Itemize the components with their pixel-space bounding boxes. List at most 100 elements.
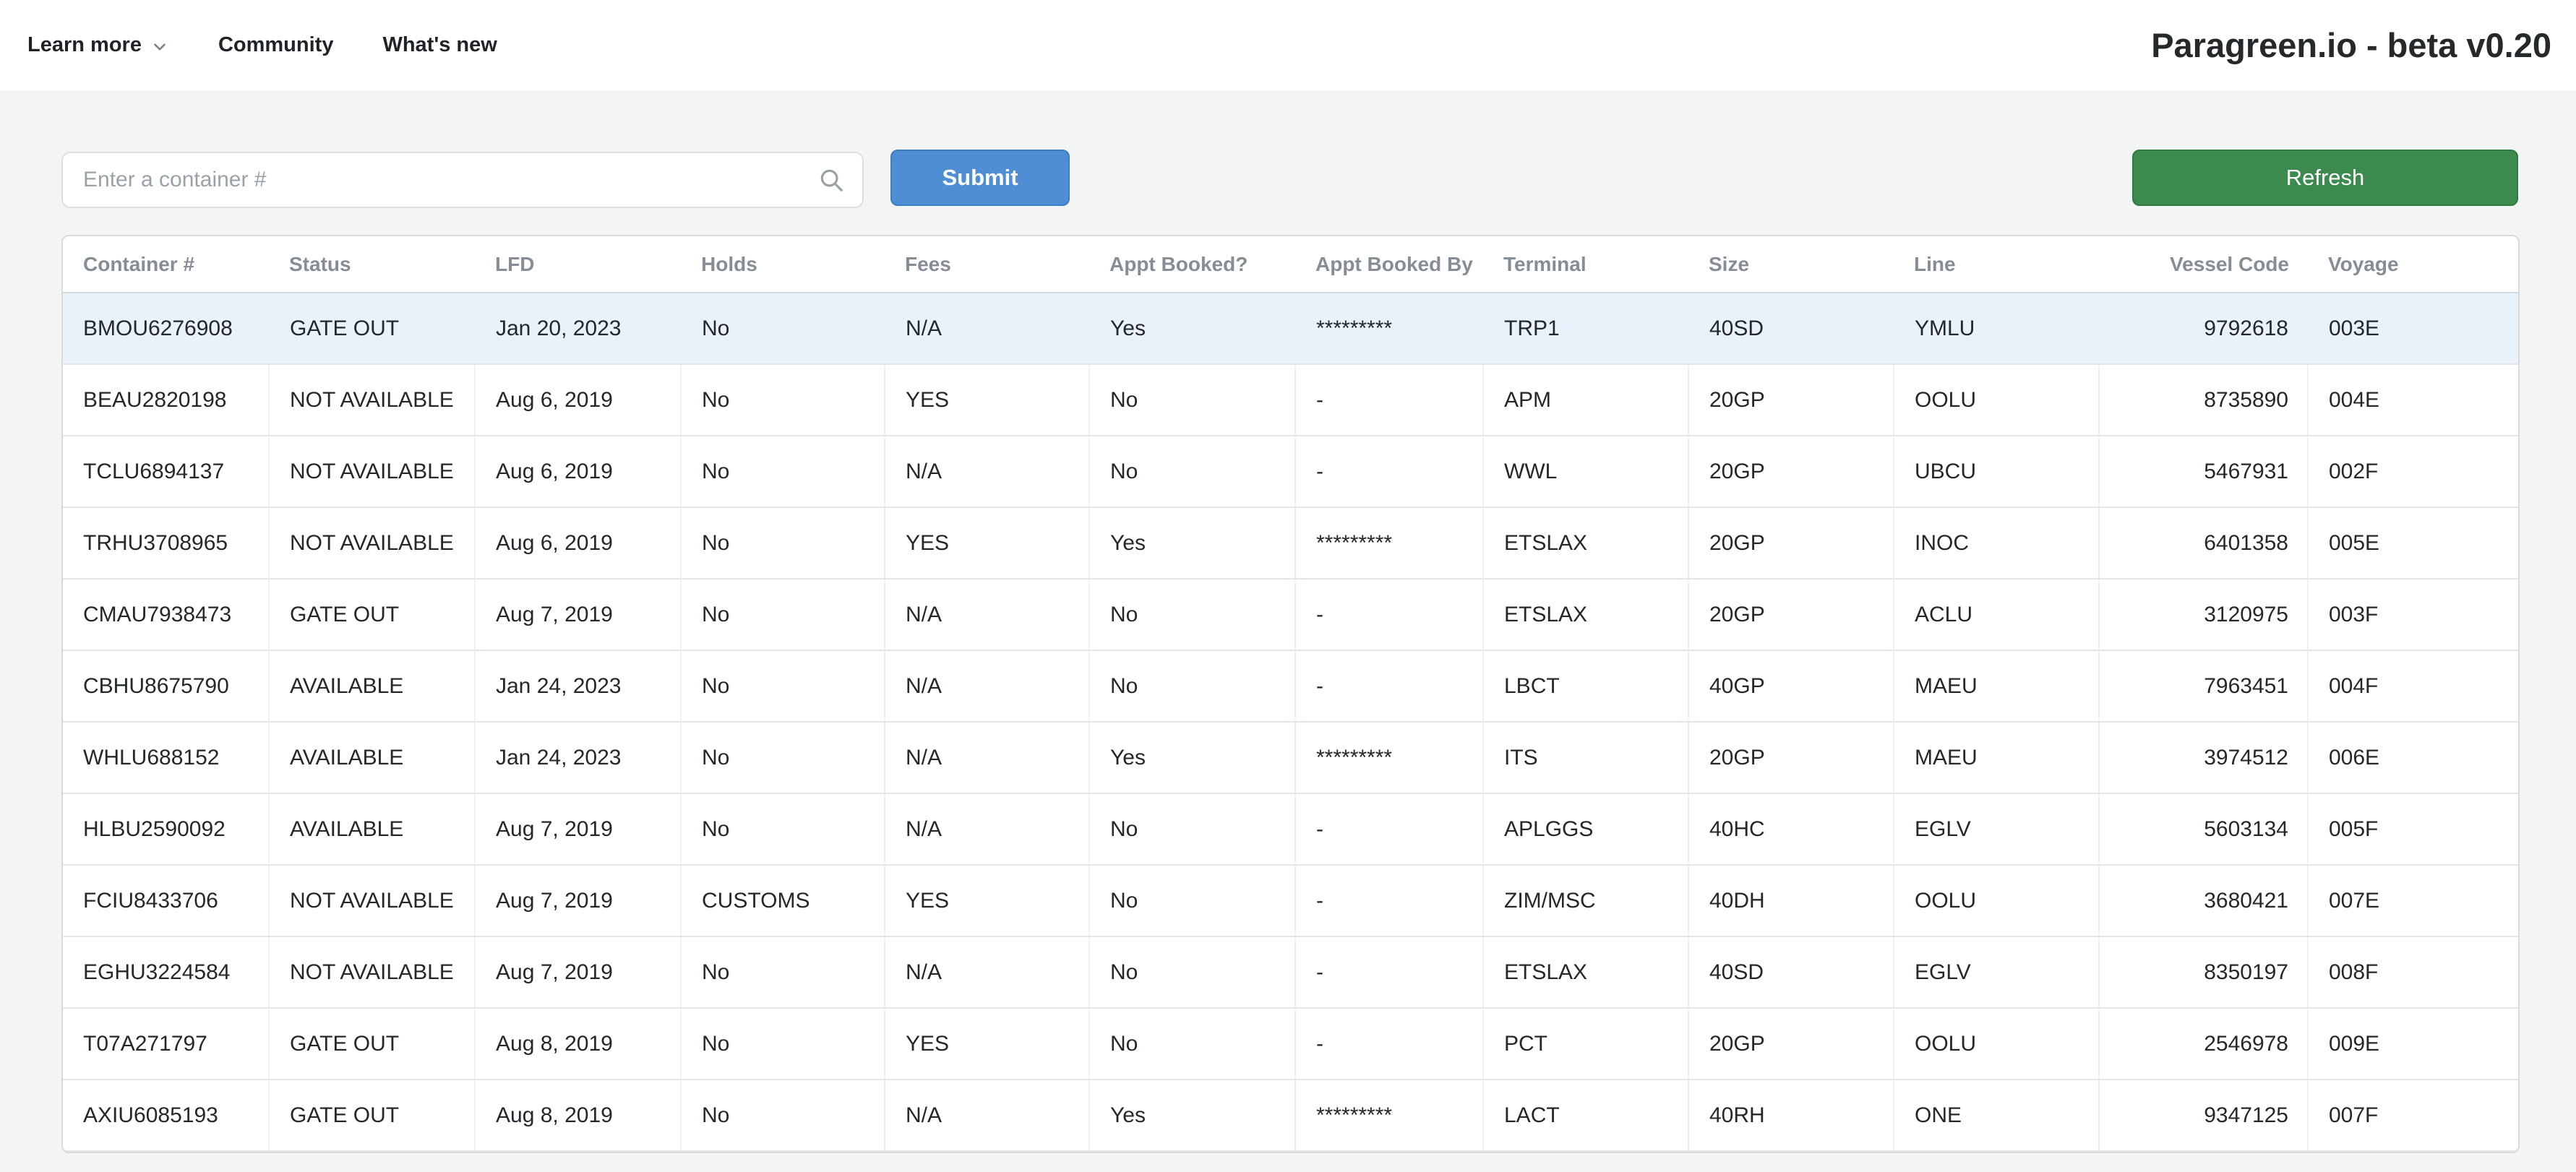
cell-appt-booked: Yes: [1089, 507, 1296, 579]
cell-container: HLBU2590092: [63, 793, 270, 866]
cell-container: CBHU8675790: [63, 650, 270, 723]
cell-appt-booked: Yes: [1089, 293, 1296, 365]
table-row[interactable]: EGHU3224584 NOT AVAILABLE Aug 7, 2019 No N/A…: [63, 936, 2518, 1009]
cell-size: 40GP: [1688, 650, 1894, 723]
cell-fees: N/A: [885, 793, 1090, 866]
cell-appt-booked: No: [1089, 936, 1296, 1009]
cell-appt-booked-by: *********: [1295, 1080, 1484, 1152]
cell-status: NOT AVAILABLE: [269, 936, 476, 1009]
cell-size: 20GP: [1688, 364, 1894, 436]
refresh-button[interactable]: Refresh: [2132, 150, 2518, 206]
cell-appt-booked-by: *********: [1295, 293, 1484, 365]
cell-fees: N/A: [885, 722, 1090, 794]
cell-line: OOLU: [1894, 865, 2100, 937]
cell-fees: N/A: [885, 293, 1090, 365]
top-navigation-bar: Learn more Community What's new Paragreen.…: [0, 0, 2576, 90]
cell-fees: N/A: [885, 579, 1090, 651]
cell-terminal: LBCT: [1483, 650, 1689, 723]
container-search-input[interactable]: [61, 152, 864, 208]
cell-holds: No: [681, 579, 885, 651]
cell-appt-booked-by: *********: [1295, 507, 1484, 579]
cell-lfd: Aug 6, 2019: [475, 364, 682, 436]
cell-appt-booked: Yes: [1089, 722, 1296, 794]
controls-row: Submit Refresh: [0, 90, 2576, 235]
cell-size: 40DH: [1688, 865, 1894, 937]
cell-status: GATE OUT: [269, 293, 476, 365]
cell-status: AVAILABLE: [269, 722, 476, 794]
nav-item-label: What's new: [382, 33, 497, 56]
cell-holds: No: [681, 436, 885, 508]
cell-terminal: ITS: [1483, 722, 1689, 794]
cell-appt-booked-by: -: [1295, 1008, 1484, 1080]
cell-holds: No: [681, 507, 885, 579]
cell-voyage: 007F: [2308, 1080, 2518, 1152]
cell-voyage: 009E: [2308, 1008, 2518, 1080]
cell-fees: N/A: [885, 650, 1090, 723]
table-row[interactable]: T07A271797 GATE OUT Aug 8, 2019 No YES No - PCT…: [63, 1008, 2518, 1080]
cell-lfd: Aug 6, 2019: [475, 507, 682, 579]
cell-lfd: Jan 24, 2023: [475, 722, 682, 794]
cell-appt-booked: No: [1089, 865, 1296, 937]
table-row[interactable]: TCLU6894137 NOT AVAILABLE Aug 6, 2019 No N/A…: [63, 436, 2518, 508]
cell-size: 40HC: [1688, 793, 1894, 866]
column-header-terminal: Terminal: [1483, 236, 1688, 293]
column-header-fees: Fees: [885, 236, 1089, 293]
cell-size: 40SD: [1688, 293, 1894, 365]
cell-line: EGLV: [1894, 936, 2100, 1009]
cell-appt-booked: No: [1089, 650, 1296, 723]
table-row[interactable]: CBHU8675790 AVAILABLE Jan 24, 2023 No N/A No -…: [63, 650, 2518, 723]
table-row[interactable]: BMOU6276908 GATE OUT Jan 20, 2023 No N/A Yes *…: [63, 293, 2518, 365]
table-row[interactable]: HLBU2590092 AVAILABLE Aug 7, 2019 No N/A No - A…: [63, 793, 2518, 866]
cell-vessel-code: 9347125: [2099, 1080, 2309, 1152]
cell-appt-booked: No: [1089, 579, 1296, 651]
cell-appt-booked-by: -: [1295, 436, 1484, 508]
cell-line: INOC: [1894, 507, 2100, 579]
cell-terminal: ETSLAX: [1483, 507, 1689, 579]
nav-item-what-s-new[interactable]: What's new: [382, 33, 497, 57]
table-row[interactable]: FCIU8433706 NOT AVAILABLE Aug 7, 2019 CUSTO…: [63, 865, 2518, 937]
table-row[interactable]: WHLU688152 AVAILABLE Jan 24, 2023 No N/A Yes *…: [63, 722, 2518, 794]
app-title: Paragreen.io - beta v0.20: [2151, 26, 2551, 64]
search-field-wrapper: [61, 152, 864, 208]
nav-item-learn-more[interactable]: Learn more: [27, 33, 169, 57]
cell-holds: No: [681, 936, 885, 1009]
column-header-container: Container #: [63, 236, 269, 293]
cell-terminal: LACT: [1483, 1080, 1689, 1152]
cell-line: YMLU: [1894, 293, 2100, 365]
cell-appt-booked-by: -: [1295, 579, 1484, 651]
table-row[interactable]: TRHU3708965 NOT AVAILABLE Aug 6, 2019 No YES…: [63, 507, 2518, 579]
cell-vessel-code: 9792618: [2099, 293, 2309, 365]
cell-lfd: Aug 7, 2019: [475, 865, 682, 937]
cell-status: GATE OUT: [269, 1080, 476, 1152]
cell-fees: YES: [885, 865, 1090, 937]
cell-holds: No: [681, 1080, 885, 1152]
nav-item-community[interactable]: Community: [218, 33, 334, 57]
containers-table-card: Container # Status LFD Holds Fees Appt Booked…: [61, 235, 2520, 1153]
cell-status: NOT AVAILABLE: [269, 507, 476, 579]
cell-voyage: 004E: [2308, 364, 2518, 436]
table-row[interactable]: BEAU2820198 NOT AVAILABLE Aug 6, 2019 No YES…: [63, 364, 2518, 436]
cell-voyage: 006E: [2308, 722, 2518, 794]
cell-voyage: 004F: [2308, 650, 2518, 723]
column-header-appt-booked: Appt Booked?: [1089, 236, 1295, 293]
cell-line: OOLU: [1894, 364, 2100, 436]
cell-container: FCIU8433706: [63, 865, 270, 937]
cell-holds: CUSTOMS: [681, 865, 885, 937]
cell-line: UBCU: [1894, 436, 2100, 508]
cell-lfd: Aug 7, 2019: [475, 793, 682, 866]
cell-vessel-code: 8350197: [2099, 936, 2309, 1009]
table-row[interactable]: CMAU7938473 GATE OUT Aug 7, 2019 No N/A No - ET…: [63, 579, 2518, 651]
cell-vessel-code: 3974512: [2099, 722, 2309, 794]
cell-vessel-code: 3120975: [2099, 579, 2309, 651]
cell-terminal: TRP1: [1483, 293, 1689, 365]
containers-table: Container # Status LFD Holds Fees Appt Booked…: [63, 236, 2518, 1152]
cell-fees: YES: [885, 507, 1090, 579]
cell-fees: N/A: [885, 936, 1090, 1009]
submit-button[interactable]: Submit: [890, 150, 1070, 206]
table-row[interactable]: AXIU6085193 GATE OUT Aug 8, 2019 No N/A Yes **…: [63, 1080, 2518, 1152]
cell-size: 20GP: [1688, 1008, 1894, 1080]
cell-appt-booked: No: [1089, 364, 1296, 436]
cell-line: ACLU: [1894, 579, 2100, 651]
table-body: BMOU6276908 GATE OUT Jan 20, 2023 No N/A Yes *…: [63, 293, 2518, 1152]
cell-vessel-code: 5603134: [2099, 793, 2309, 866]
